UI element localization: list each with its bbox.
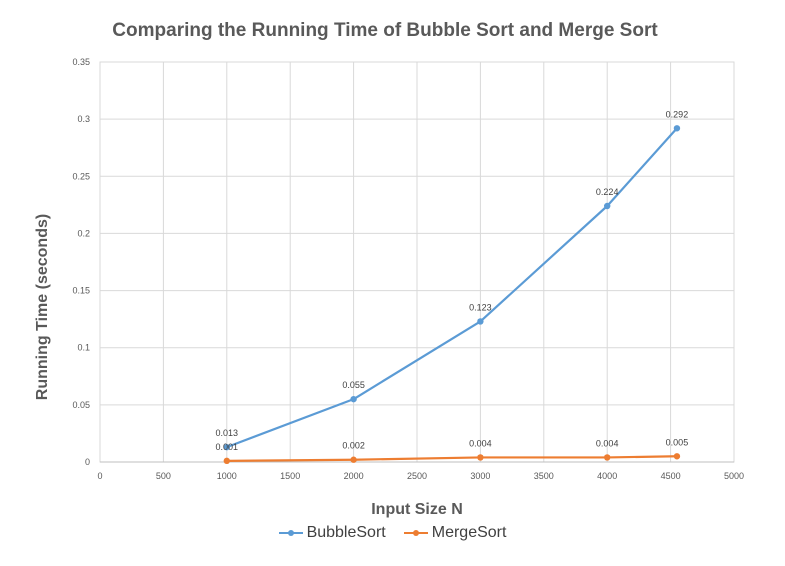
data-point-mergesort — [223, 457, 230, 465]
y-tick-label: 0.3 — [77, 114, 90, 124]
data-label-bubblesort: 0.013 — [216, 428, 239, 438]
legend-swatch-bubblesort — [278, 527, 303, 539]
y-tick-label: 0.15 — [72, 286, 90, 296]
x-tick-label: 3500 — [534, 471, 554, 481]
data-point-bubblesort — [477, 318, 484, 325]
x-tick-label: 0 — [97, 471, 102, 481]
x-tick-label: 500 — [156, 471, 171, 481]
data-label-bubblesort: 0.055 — [342, 380, 365, 390]
data-label-mergesort: 0.002 — [342, 441, 365, 451]
y-tick-label: 0.1 — [77, 343, 90, 353]
y-tick-label: 0 — [85, 457, 90, 467]
y-tick-label: 0.35 — [72, 57, 90, 67]
data-label-mergesort: 0.004 — [469, 438, 492, 448]
x-tick-label: 2500 — [407, 471, 427, 481]
data-point-mergesort — [477, 454, 484, 461]
x-tick-label: 2000 — [344, 471, 364, 481]
x-tick-label: 4500 — [661, 471, 681, 481]
legend: BubbleSort MergeSort — [0, 524, 785, 542]
legend-swatch-mergesort — [403, 527, 428, 539]
data-point-mergesort — [350, 456, 357, 463]
y-tick-label: 0.05 — [72, 400, 90, 410]
data-label-bubblesort: 0.224 — [596, 187, 619, 197]
legend-label-bubblesort: BubbleSort — [306, 524, 386, 541]
x-tick-label: 3000 — [470, 471, 490, 481]
x-tick-label: 5000 — [724, 471, 744, 481]
x-tick-label: 4000 — [597, 471, 617, 481]
x-tick-label: 1500 — [280, 471, 300, 481]
x-axis-title: Input Size N — [371, 501, 463, 518]
data-label-mergesort: 0.001 — [216, 442, 239, 452]
data-label-mergesort: 0.004 — [596, 438, 619, 448]
y-tick-label: 0.25 — [72, 171, 90, 181]
data-label-mergesort: 0.005 — [666, 437, 689, 447]
legend-item-mergesort: MergeSort — [403, 524, 507, 542]
y-tick-label: 0.2 — [77, 228, 90, 238]
legend-label-mergesort: MergeSort — [431, 524, 507, 541]
legend-item-bubblesort: BubbleSort — [278, 524, 386, 542]
data-point-bubblesort — [673, 125, 681, 132]
data-label-bubblesort: 0.123 — [469, 302, 492, 312]
data-point-bubblesort — [350, 395, 357, 403]
chart-title: Comparing the Running Time of Bubble Sor… — [112, 20, 658, 41]
data-label-bubblesort: 0.292 — [666, 109, 689, 119]
data-point-mergesort — [673, 453, 681, 460]
data-point-mergesort — [604, 454, 611, 461]
data-point-bubblesort — [223, 443, 230, 451]
y-axis-title: Running Time (seconds) — [34, 214, 51, 400]
x-tick-label: 1000 — [217, 471, 237, 481]
data-point-bubblesort — [604, 202, 611, 210]
